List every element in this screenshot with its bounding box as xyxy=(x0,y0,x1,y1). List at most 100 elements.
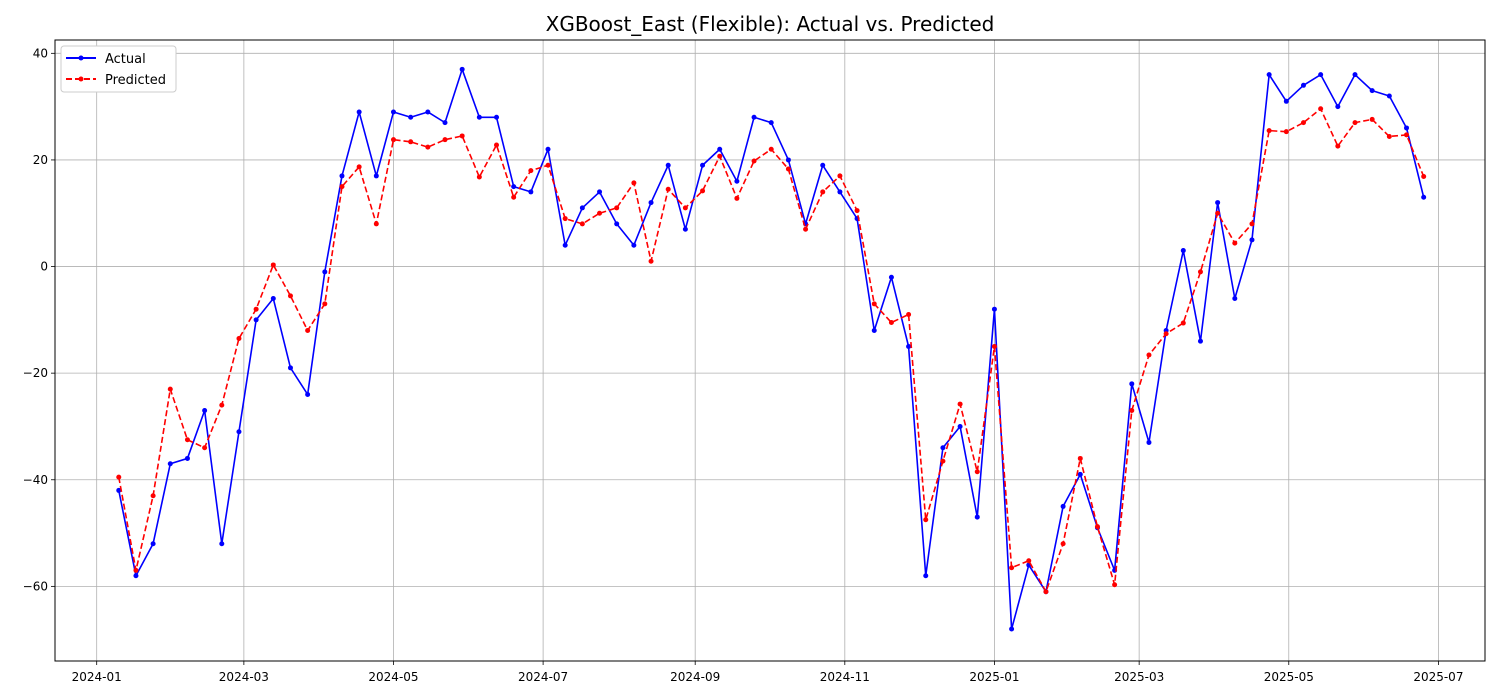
data-point-actual xyxy=(1180,248,1186,254)
data-point-predicted xyxy=(648,258,654,264)
data-point-actual xyxy=(219,541,225,547)
data-point-predicted xyxy=(1197,269,1203,275)
data-point-actual xyxy=(751,114,757,120)
data-point-predicted xyxy=(940,458,946,464)
data-point-predicted xyxy=(1318,106,1324,112)
data-point-predicted xyxy=(511,194,517,200)
data-point-predicted xyxy=(373,221,379,227)
data-point-actual xyxy=(1318,72,1324,78)
data-point-predicted xyxy=(665,186,671,192)
data-point-predicted xyxy=(356,164,362,170)
data-point-actual xyxy=(1249,237,1255,243)
data-point-predicted xyxy=(425,144,431,150)
data-point-predicted xyxy=(906,312,912,318)
data-point-actual xyxy=(1060,503,1066,509)
data-point-actual xyxy=(545,146,551,152)
data-point-predicted xyxy=(768,146,774,152)
data-point-predicted xyxy=(1146,352,1152,358)
data-point-predicted xyxy=(305,328,311,334)
data-point-actual xyxy=(923,573,929,579)
data-point-actual xyxy=(253,317,259,323)
data-point-predicted xyxy=(1232,240,1238,246)
data-point-predicted xyxy=(1215,210,1221,216)
x-tick-label: 2024-03 xyxy=(219,670,269,684)
data-point-predicted xyxy=(1094,524,1100,530)
legend-predicted-marker xyxy=(78,76,84,82)
data-point-predicted xyxy=(785,166,791,172)
data-point-actual xyxy=(700,162,706,168)
data-point-actual xyxy=(1077,471,1083,477)
data-point-actual xyxy=(1335,104,1341,110)
data-point-predicted xyxy=(837,173,843,179)
data-point-actual xyxy=(940,445,946,451)
data-point-actual xyxy=(425,109,431,115)
y-tick-label: 20 xyxy=(33,153,48,167)
data-point-predicted xyxy=(1404,132,1410,138)
data-point-actual xyxy=(150,541,156,547)
series-actual xyxy=(116,66,1427,632)
data-point-actual xyxy=(1266,72,1272,78)
x-tick-label: 2025-05 xyxy=(1264,670,1314,684)
x-tick-label: 2024-07 xyxy=(518,670,568,684)
data-point-predicted xyxy=(1077,455,1083,461)
data-point-predicted xyxy=(991,344,997,349)
data-point-predicted xyxy=(597,210,603,216)
data-point-actual xyxy=(1215,200,1221,206)
data-point-actual xyxy=(974,514,980,520)
data-point-predicted xyxy=(1112,582,1118,588)
data-point-actual xyxy=(1352,72,1358,78)
legend-actual-label: Actual xyxy=(105,52,146,67)
plot-frame xyxy=(54,39,1486,662)
data-point-predicted xyxy=(167,386,173,392)
data-point-predicted xyxy=(614,205,620,211)
data-point-actual xyxy=(408,114,414,120)
data-point-actual xyxy=(184,455,190,461)
data-point-predicted xyxy=(1335,143,1341,149)
data-point-actual xyxy=(494,114,500,120)
data-point-predicted xyxy=(459,133,465,139)
y-tick-label: −60 xyxy=(23,579,48,593)
data-point-actual xyxy=(991,306,997,312)
data-point-actual xyxy=(1421,194,1427,200)
data-point-predicted xyxy=(820,189,826,195)
data-point-predicted xyxy=(631,180,637,186)
data-point-actual xyxy=(1197,338,1203,344)
data-point-predicted xyxy=(1266,128,1272,134)
data-point-predicted xyxy=(219,402,225,408)
data-point-actual xyxy=(1369,88,1375,94)
chart-title: XGBoost_East (Flexible): Actual vs. Pred… xyxy=(546,12,995,36)
data-point-actual xyxy=(648,200,654,206)
data-point-actual xyxy=(734,178,740,184)
data-point-actual xyxy=(305,391,311,397)
data-point-predicted xyxy=(253,306,259,312)
data-point-predicted xyxy=(1060,541,1066,547)
data-point-predicted xyxy=(1043,589,1049,595)
data-point-actual xyxy=(167,461,173,467)
data-point-actual xyxy=(631,242,637,248)
data-point-predicted xyxy=(1300,120,1306,126)
data-point-predicted xyxy=(408,139,414,145)
data-point-actual xyxy=(1283,98,1289,104)
data-point-predicted xyxy=(1129,407,1135,413)
data-point-actual xyxy=(562,242,568,248)
data-point-actual xyxy=(116,487,122,493)
data-point-predicted xyxy=(202,445,208,451)
data-point-predicted xyxy=(184,437,190,443)
data-point-predicted xyxy=(133,567,139,573)
data-point-actual xyxy=(597,189,603,195)
x-tick-label: 2025-03 xyxy=(1114,670,1164,684)
data-point-actual xyxy=(665,162,671,168)
data-point-actual xyxy=(888,274,894,280)
legend: Actual Predicted xyxy=(60,45,177,93)
data-point-predicted xyxy=(579,221,585,227)
x-tick-label: 2024-01 xyxy=(72,670,122,684)
data-point-actual xyxy=(356,109,362,115)
data-point-predicted xyxy=(1369,116,1375,122)
legend-actual-marker xyxy=(78,55,84,61)
data-point-actual xyxy=(339,173,345,179)
data-point-predicted xyxy=(888,320,894,326)
data-point-actual xyxy=(287,365,293,371)
data-point-actual xyxy=(820,162,826,168)
data-point-actual xyxy=(442,120,448,126)
